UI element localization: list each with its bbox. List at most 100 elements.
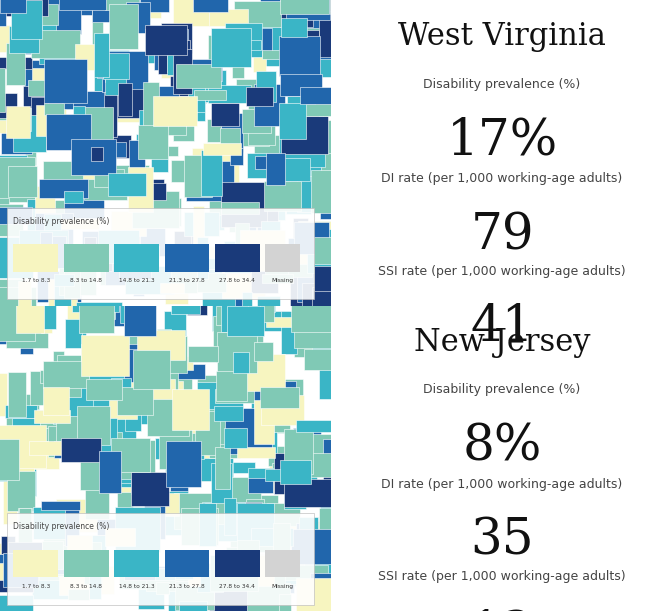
FancyBboxPatch shape <box>0 93 17 120</box>
FancyBboxPatch shape <box>78 535 106 571</box>
FancyBboxPatch shape <box>217 371 247 401</box>
FancyBboxPatch shape <box>216 306 229 324</box>
FancyBboxPatch shape <box>161 46 180 78</box>
Text: 14.8 to 21.3: 14.8 to 21.3 <box>119 584 154 588</box>
FancyBboxPatch shape <box>181 273 225 292</box>
FancyBboxPatch shape <box>56 499 104 532</box>
FancyBboxPatch shape <box>272 381 303 419</box>
FancyBboxPatch shape <box>125 395 141 431</box>
FancyBboxPatch shape <box>115 2 161 18</box>
FancyBboxPatch shape <box>189 563 214 601</box>
FancyBboxPatch shape <box>43 541 63 569</box>
FancyBboxPatch shape <box>35 410 70 423</box>
FancyBboxPatch shape <box>289 560 308 587</box>
FancyBboxPatch shape <box>48 426 95 457</box>
FancyBboxPatch shape <box>221 202 259 214</box>
FancyBboxPatch shape <box>176 398 221 417</box>
FancyBboxPatch shape <box>103 53 129 79</box>
FancyBboxPatch shape <box>155 568 175 580</box>
FancyBboxPatch shape <box>12 108 31 131</box>
FancyBboxPatch shape <box>194 0 229 12</box>
FancyBboxPatch shape <box>281 116 329 155</box>
FancyBboxPatch shape <box>114 439 138 483</box>
FancyBboxPatch shape <box>82 338 105 353</box>
FancyBboxPatch shape <box>164 244 209 272</box>
FancyBboxPatch shape <box>126 2 150 33</box>
FancyBboxPatch shape <box>277 521 325 534</box>
Text: 1.7 to 8.3: 1.7 to 8.3 <box>21 584 50 588</box>
FancyBboxPatch shape <box>267 503 300 526</box>
Text: 79: 79 <box>470 211 534 260</box>
FancyBboxPatch shape <box>124 566 168 580</box>
FancyBboxPatch shape <box>255 156 269 169</box>
FancyBboxPatch shape <box>194 90 226 100</box>
FancyBboxPatch shape <box>138 579 164 609</box>
FancyBboxPatch shape <box>247 297 260 325</box>
FancyBboxPatch shape <box>76 301 122 315</box>
FancyBboxPatch shape <box>172 389 209 430</box>
FancyBboxPatch shape <box>92 16 103 55</box>
FancyBboxPatch shape <box>198 375 235 411</box>
FancyBboxPatch shape <box>214 298 244 315</box>
FancyBboxPatch shape <box>19 393 39 433</box>
FancyBboxPatch shape <box>294 222 329 255</box>
FancyBboxPatch shape <box>91 147 102 161</box>
FancyBboxPatch shape <box>319 508 360 547</box>
FancyBboxPatch shape <box>245 364 271 391</box>
FancyBboxPatch shape <box>227 422 277 454</box>
FancyBboxPatch shape <box>170 465 188 508</box>
FancyBboxPatch shape <box>251 227 281 258</box>
FancyBboxPatch shape <box>186 422 203 459</box>
FancyBboxPatch shape <box>0 279 23 289</box>
FancyBboxPatch shape <box>39 0 81 34</box>
FancyBboxPatch shape <box>0 287 37 309</box>
FancyBboxPatch shape <box>286 0 330 20</box>
FancyBboxPatch shape <box>305 27 325 53</box>
FancyBboxPatch shape <box>43 60 68 103</box>
FancyBboxPatch shape <box>62 97 73 109</box>
FancyBboxPatch shape <box>187 269 207 315</box>
FancyBboxPatch shape <box>82 231 129 270</box>
FancyBboxPatch shape <box>223 244 239 254</box>
FancyBboxPatch shape <box>171 567 193 579</box>
FancyBboxPatch shape <box>111 213 156 231</box>
FancyBboxPatch shape <box>197 236 208 279</box>
FancyBboxPatch shape <box>197 569 223 592</box>
FancyBboxPatch shape <box>98 230 140 263</box>
FancyBboxPatch shape <box>40 370 55 382</box>
FancyBboxPatch shape <box>136 390 152 406</box>
FancyBboxPatch shape <box>3 0 48 16</box>
FancyBboxPatch shape <box>152 86 180 104</box>
FancyBboxPatch shape <box>259 23 303 66</box>
FancyBboxPatch shape <box>244 272 275 312</box>
FancyBboxPatch shape <box>242 109 271 133</box>
FancyBboxPatch shape <box>190 223 203 267</box>
FancyBboxPatch shape <box>55 441 66 458</box>
FancyBboxPatch shape <box>104 394 140 406</box>
FancyBboxPatch shape <box>280 26 297 68</box>
FancyBboxPatch shape <box>39 543 78 580</box>
FancyBboxPatch shape <box>192 148 239 189</box>
FancyBboxPatch shape <box>147 399 190 436</box>
FancyBboxPatch shape <box>284 430 313 474</box>
FancyBboxPatch shape <box>225 23 262 57</box>
Text: 21.3 to 27.8: 21.3 to 27.8 <box>169 584 205 588</box>
FancyBboxPatch shape <box>201 150 221 196</box>
FancyBboxPatch shape <box>43 513 68 545</box>
FancyBboxPatch shape <box>211 103 239 126</box>
FancyBboxPatch shape <box>63 568 97 578</box>
FancyBboxPatch shape <box>0 157 35 202</box>
FancyBboxPatch shape <box>226 10 257 39</box>
FancyBboxPatch shape <box>222 263 265 298</box>
FancyBboxPatch shape <box>0 580 33 592</box>
FancyBboxPatch shape <box>97 519 128 535</box>
FancyBboxPatch shape <box>287 202 311 214</box>
FancyBboxPatch shape <box>131 472 169 506</box>
FancyBboxPatch shape <box>275 455 295 467</box>
FancyBboxPatch shape <box>128 167 153 212</box>
Text: 8.3 to 14.8: 8.3 to 14.8 <box>70 584 102 588</box>
FancyBboxPatch shape <box>261 395 304 425</box>
FancyBboxPatch shape <box>259 394 290 433</box>
FancyBboxPatch shape <box>57 355 81 397</box>
FancyBboxPatch shape <box>318 241 344 285</box>
